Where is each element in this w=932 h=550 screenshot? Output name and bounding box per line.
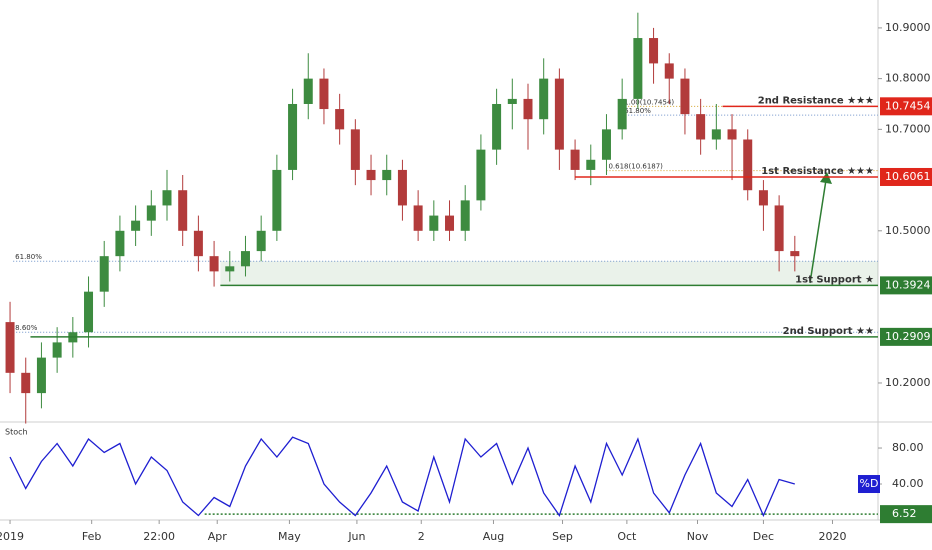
x-tick-label: May bbox=[278, 530, 301, 543]
candle-body bbox=[225, 266, 235, 272]
price-tag bbox=[880, 276, 932, 295]
candle-body bbox=[366, 169, 376, 181]
price-tag-label: 10.7454 bbox=[885, 99, 931, 112]
price-tag-label: 10.2909 bbox=[885, 330, 931, 343]
price-tag bbox=[880, 97, 932, 116]
y-tick-label: 10.7000 bbox=[885, 122, 931, 135]
candle-body bbox=[146, 205, 156, 221]
price-tag-label: 10.6061 bbox=[885, 170, 931, 183]
x-tick-label: 2020 bbox=[818, 530, 846, 543]
candle-body bbox=[539, 78, 549, 120]
candle-body bbox=[193, 230, 203, 257]
x-tick-label: 2 bbox=[418, 530, 425, 543]
x-tick-label: 22:00 bbox=[143, 530, 175, 543]
level-label: 2nd Support ★★ bbox=[783, 326, 874, 337]
x-tick-label: Aug bbox=[483, 530, 504, 543]
candle-body bbox=[445, 215, 455, 231]
y-tick-label: 80.00 bbox=[892, 441, 924, 454]
legend-label: %D bbox=[860, 477, 879, 490]
y-tick-label: 10.9000 bbox=[885, 21, 931, 34]
fib-label: 0.618(10.6187) bbox=[608, 163, 663, 171]
candle-body bbox=[288, 103, 298, 170]
candle-body bbox=[696, 114, 706, 140]
level-tag-label: 6.52 bbox=[892, 507, 917, 520]
candle-body bbox=[131, 220, 141, 231]
candle-body bbox=[21, 372, 31, 394]
candle-body bbox=[319, 78, 329, 110]
x-tick-label: Dec bbox=[753, 530, 774, 543]
candle-body bbox=[711, 129, 721, 140]
candle-body bbox=[397, 169, 407, 206]
y-tick-label: 40.00 bbox=[892, 477, 924, 490]
level-label: 1st Support ★ bbox=[795, 274, 874, 285]
candle-body bbox=[209, 256, 219, 272]
y-tick-label: 10.5000 bbox=[885, 224, 931, 237]
candle-body bbox=[492, 103, 502, 150]
candle-body bbox=[664, 63, 674, 79]
fib-label: 8.60% bbox=[15, 324, 38, 332]
candle-body bbox=[586, 159, 596, 170]
candle-body bbox=[617, 98, 627, 130]
fib-label: 1.00(10.7454) bbox=[624, 98, 674, 106]
candle-body bbox=[413, 205, 423, 231]
x-tick-label: Sep bbox=[552, 530, 573, 543]
candle-body bbox=[5, 322, 15, 373]
x-tick-label: Apr bbox=[208, 530, 228, 543]
candle-body bbox=[256, 230, 266, 252]
x-tick-label: Feb bbox=[82, 530, 101, 543]
candle-body bbox=[774, 205, 784, 252]
candle-body bbox=[178, 190, 188, 231]
candle-body bbox=[633, 38, 643, 99]
stoch-line bbox=[9, 436, 795, 518]
candle-body bbox=[52, 342, 62, 358]
candle-body bbox=[303, 78, 313, 104]
candle-body bbox=[554, 78, 564, 150]
level-tag bbox=[880, 505, 932, 524]
x-tick-label: Oct bbox=[617, 530, 637, 543]
candle-body bbox=[460, 200, 470, 231]
candle-body bbox=[476, 149, 486, 201]
candle-body bbox=[680, 78, 690, 115]
arrow-head bbox=[820, 172, 832, 184]
candle-body bbox=[523, 98, 533, 120]
panel-title: Stoch bbox=[5, 428, 28, 437]
fib-label: 61.80% bbox=[15, 253, 42, 261]
candle-body bbox=[99, 256, 109, 292]
y-tick-label: 10.8000 bbox=[885, 72, 931, 85]
candle-body bbox=[84, 291, 94, 333]
price-tag bbox=[880, 167, 932, 186]
x-tick-label: Jun bbox=[347, 530, 365, 543]
fib-label: 61.80% bbox=[624, 107, 651, 115]
price-tag bbox=[880, 327, 932, 346]
candle-body bbox=[743, 139, 753, 191]
candle-body bbox=[727, 129, 737, 140]
x-tick-label: Nov bbox=[687, 530, 709, 543]
candle-body bbox=[649, 38, 659, 64]
price-tag-label: 10.3924 bbox=[885, 278, 931, 291]
candle-body bbox=[36, 357, 46, 394]
candle-body bbox=[382, 169, 392, 181]
projection-arrow bbox=[809, 179, 827, 284]
candle-body bbox=[790, 251, 800, 257]
candle-body bbox=[429, 215, 439, 231]
candle-body bbox=[570, 149, 580, 170]
support-zone bbox=[220, 261, 878, 286]
level-label: 2nd Resistance ★★★ bbox=[758, 95, 874, 106]
candle-body bbox=[758, 190, 768, 206]
x-tick-label: 2019 bbox=[0, 530, 24, 543]
candle-body bbox=[507, 98, 517, 104]
candle-body bbox=[601, 129, 611, 160]
level-label: 1st Resistance ★★★ bbox=[761, 166, 874, 177]
y-tick-label: 10.2000 bbox=[885, 376, 931, 389]
candle-body bbox=[115, 230, 125, 257]
legend-box bbox=[858, 475, 880, 494]
candle-body bbox=[272, 169, 282, 231]
candle-body bbox=[350, 129, 360, 170]
candle-body bbox=[162, 190, 172, 206]
candle-body bbox=[240, 251, 250, 267]
candle-body bbox=[335, 109, 345, 130]
